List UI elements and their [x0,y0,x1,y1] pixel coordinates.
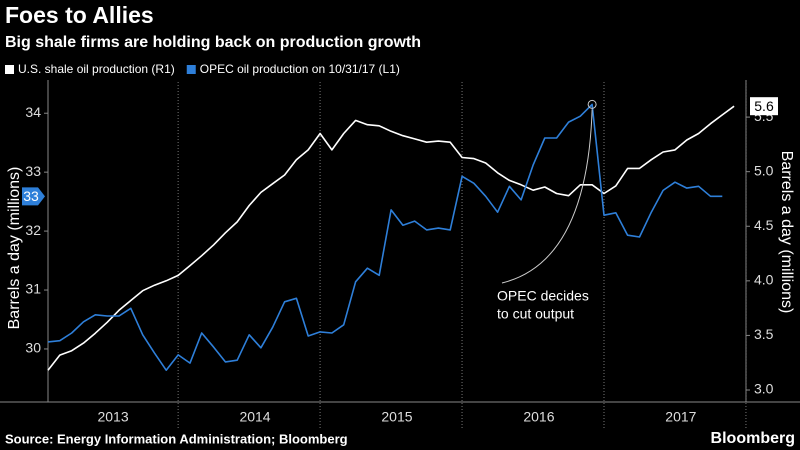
x-tick-label: 2015 [381,409,412,425]
legend-label: OPEC oil production on 10/31/17 (L1) [200,62,400,76]
x-tick-label: 2014 [239,409,270,425]
y2-tick-label: 4.5 [754,217,774,233]
y2-tick-label: 5.0 [754,162,774,178]
legend-label: U.S. shale oil production (R1) [18,62,175,76]
annotation-text: to cut output [497,306,574,322]
x-tick-label: 2013 [97,409,128,425]
y2-axis-title: Barrels a day (millions) [778,151,795,314]
legend-swatch [186,65,196,74]
series-line [47,105,735,371]
annotation-text: OPEC decides [497,288,589,304]
end-label: 33 [23,188,39,204]
chart-subtitle: Big shale firms are holding back on prod… [5,34,421,51]
y-axis-title: Barrels a day (millions) [6,167,23,330]
y-tick-label: 32 [25,222,41,238]
brand: Bloomberg [711,430,795,447]
y-tick-label: 30 [25,340,41,356]
end-label-box [22,187,45,206]
x-tick-label: 2017 [665,409,696,425]
y-tick-label: 34 [25,104,41,120]
series-line [47,103,723,371]
chart-title: Foes to Allies [5,2,154,28]
annotation-arrow [501,109,593,284]
y-tick-label: 33 [25,163,41,179]
end-label: 5.6 [754,98,774,114]
y-tick-label: 31 [25,281,41,297]
y2-tick-label: 4.0 [754,272,774,288]
legend-swatch [5,65,14,74]
y2-tick-label: 3.5 [754,326,774,342]
x-tick-label: 2016 [523,409,554,425]
annotation-marker [587,99,597,109]
source: Source: Energy Information Administratio… [5,431,348,446]
y2-tick-label: 3.0 [754,381,774,397]
end-label-box [750,97,778,116]
